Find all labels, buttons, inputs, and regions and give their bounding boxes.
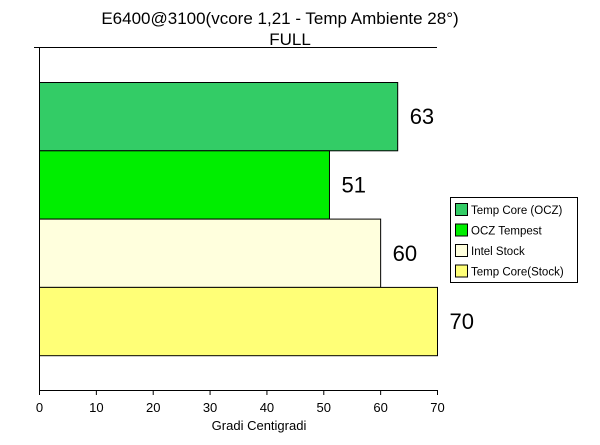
x-tick-label: 0 bbox=[36, 400, 43, 415]
legend-swatch bbox=[455, 223, 468, 237]
legend-label: Temp Core (OCZ) bbox=[471, 205, 563, 217]
x-axis-label: Gradi Centigradi bbox=[212, 418, 307, 433]
chart-title: E6400@3100(vcore 1,21 - Temp Ambiente 28… bbox=[101, 9, 458, 28]
legend bbox=[450, 197, 578, 283]
legend-label: Intel Stock bbox=[471, 246, 525, 258]
chart-subtitle: FULL bbox=[269, 30, 311, 49]
bar bbox=[39, 286, 438, 357]
x-tick-label: 70 bbox=[430, 400, 444, 415]
x-tick-label: 50 bbox=[317, 400, 331, 415]
legend-label: Temp Core(Stock) bbox=[471, 267, 564, 279]
data-label: 60 bbox=[393, 241, 417, 266]
bar bbox=[39, 82, 399, 152]
x-tick-label: 30 bbox=[203, 400, 217, 415]
x-tick-label: 60 bbox=[373, 400, 387, 415]
x-tick-label: 20 bbox=[146, 400, 160, 415]
x-tick-label: 40 bbox=[260, 400, 274, 415]
legend-swatch bbox=[455, 244, 468, 257]
data-label: 63 bbox=[410, 104, 434, 129]
legend-swatch bbox=[455, 264, 468, 278]
data-label: 70 bbox=[450, 309, 474, 334]
data-label: 51 bbox=[341, 172, 365, 197]
bar bbox=[39, 218, 382, 288]
x-tick-label: 10 bbox=[89, 400, 103, 415]
bar bbox=[39, 150, 330, 220]
legend-swatch bbox=[455, 203, 468, 216]
legend-label: OCZ Tempest bbox=[471, 226, 543, 238]
